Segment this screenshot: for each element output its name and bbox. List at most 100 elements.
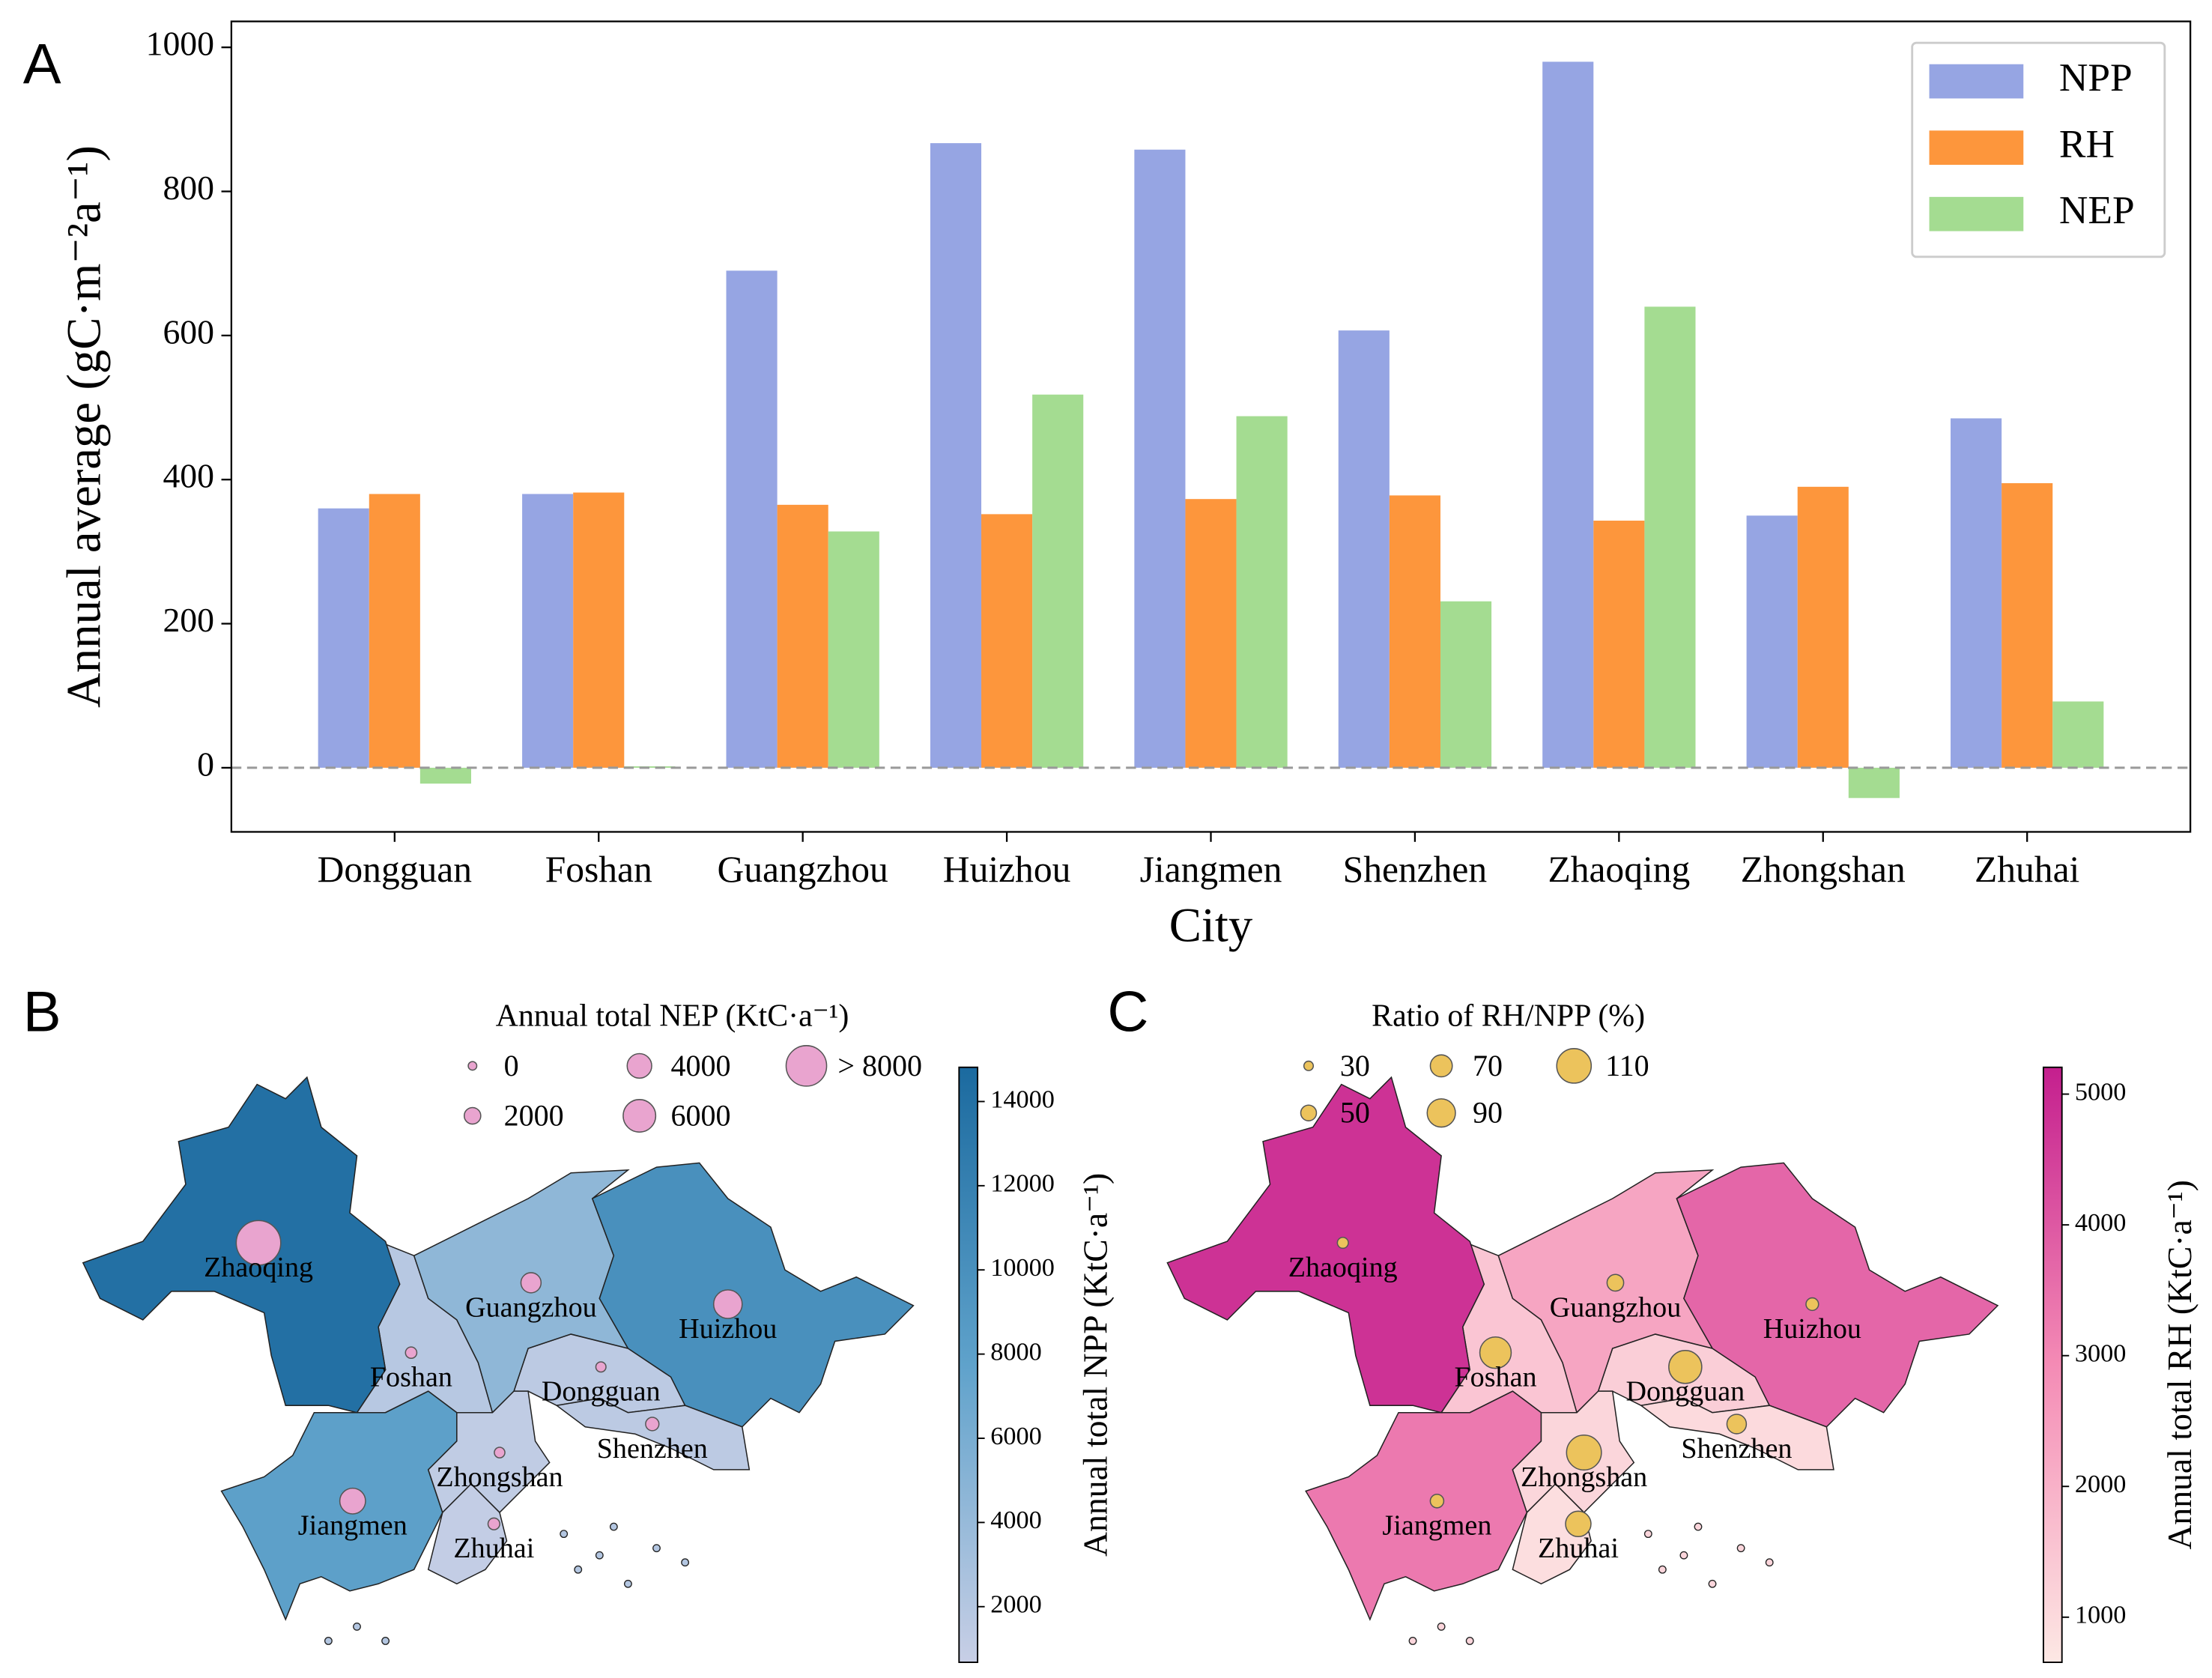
city-label: Foshan (1454, 1362, 1536, 1393)
bar (1236, 416, 1288, 768)
x-tick-label: Huizhou (943, 849, 1071, 890)
island (1437, 1622, 1446, 1631)
colorbar-tick-label: 5000 (2075, 1077, 2127, 1106)
legend-swatch (1929, 196, 2024, 231)
bar (1951, 418, 2002, 768)
bar (1185, 499, 1237, 768)
colorbar-tick-label: 6000 (990, 1422, 1042, 1450)
region (555, 1397, 751, 1470)
city-label: Zhaoqing (1288, 1252, 1398, 1283)
bar (930, 143, 982, 768)
x-tick-label: Foshan (545, 849, 652, 890)
bar (369, 494, 420, 768)
x-tick-label: Shenzhen (1343, 849, 1488, 890)
colorbar-tick-label: 10000 (990, 1253, 1055, 1282)
city-label: Jiangmen (1382, 1510, 1491, 1542)
size-legend-title: Annual total NEP (KtC·a⁻¹) (496, 999, 849, 1034)
bar (828, 531, 879, 768)
bubble (1429, 1494, 1445, 1509)
size-legend-marker (1429, 1054, 1453, 1078)
island (595, 1551, 604, 1560)
island (1708, 1579, 1717, 1588)
colorbar (2042, 1066, 2063, 1663)
legend-swatch (1929, 64, 2024, 99)
bar (981, 514, 1033, 768)
island (1765, 1558, 1774, 1567)
colorbar-label: Annual total RH (KtC·a⁻¹) (2160, 1180, 2199, 1550)
x-tick-label: Dongguan (318, 849, 473, 890)
bar (726, 270, 778, 768)
map-panel: B Dongguan Foshan Guangzhou Huizhou Jiangmen S… (23, 980, 1114, 1663)
y-axis-label: Annual average (gC·m⁻²a⁻¹) (57, 145, 111, 708)
bar (1797, 486, 1849, 768)
size-legend-label: 90 (1473, 1096, 1503, 1130)
bubble (339, 1487, 366, 1515)
region (427, 1390, 551, 1514)
bar (1542, 61, 1594, 768)
region (1512, 1482, 1592, 1585)
y-tick-label: 0 (197, 745, 214, 783)
bubble (235, 1220, 282, 1266)
bubble (645, 1417, 660, 1432)
island (1643, 1530, 1652, 1539)
city-label: Zhongshan (436, 1462, 563, 1493)
island (1465, 1637, 1474, 1645)
bar (318, 508, 369, 768)
panel-label: B (23, 980, 61, 1044)
bar (1134, 149, 1186, 768)
size-legend-label: 6000 (671, 1099, 731, 1133)
size-legend-marker (1303, 1060, 1315, 1071)
bubble (404, 1346, 418, 1360)
bar (1440, 601, 1492, 768)
bubble (1336, 1236, 1349, 1250)
island (560, 1530, 569, 1539)
bar (1848, 767, 1900, 799)
island (324, 1637, 333, 1645)
bubble (487, 1517, 500, 1530)
colorbar-tick-label: 8000 (990, 1337, 1042, 1366)
bar (1593, 521, 1645, 768)
city-label: Guangzhou (465, 1291, 597, 1323)
colorbar-tick-label: 2000 (2075, 1470, 2127, 1498)
bubble (1668, 1350, 1703, 1384)
city-label: Zhongshan (1521, 1462, 1647, 1493)
legend-label: NPP (2059, 55, 2133, 100)
size-legend-label: 30 (1340, 1049, 1370, 1082)
y-tick-label: 600 (163, 312, 214, 351)
city-label: Guangzhou (1550, 1291, 1682, 1323)
legend-label: RH (2059, 121, 2115, 166)
island (1694, 1522, 1703, 1531)
island (353, 1622, 361, 1631)
island (609, 1522, 618, 1531)
region (427, 1482, 508, 1585)
x-tick-label: Zhongshan (1741, 849, 1906, 890)
map-panel: C Dongguan Foshan Guangzhou Huizhou Jiangmen S… (1107, 980, 2199, 1663)
island (1679, 1551, 1688, 1560)
city-label: Shenzhen (597, 1433, 708, 1465)
bar (624, 766, 676, 768)
bar (777, 504, 828, 768)
bar (1746, 515, 1798, 768)
city-label: Foshan (370, 1362, 452, 1393)
y-tick-label: 400 (163, 457, 214, 495)
colorbar-tick-label: 12000 (990, 1169, 1055, 1198)
colorbar-tick-label: 4000 (2075, 1208, 2127, 1237)
island (574, 1565, 583, 1574)
bar (419, 767, 471, 784)
x-tick-label: Jiangmen (1140, 849, 1282, 890)
legend-label: NEP (2059, 187, 2135, 232)
island (681, 1558, 690, 1567)
colorbar-label: Annual total NPP (KtC·a⁻¹) (1076, 1173, 1114, 1557)
size-legend-label: 50 (1340, 1096, 1370, 1130)
size-legend-label: 4000 (671, 1049, 731, 1082)
legend-swatch (1929, 130, 2024, 165)
bubble (1479, 1336, 1512, 1369)
city-label: Huizhou (679, 1313, 777, 1345)
colorbar-tick-label: 2000 (990, 1590, 1042, 1619)
city-label: Zhaoqing (204, 1252, 313, 1283)
bubble (1606, 1273, 1625, 1292)
bubble (595, 1361, 607, 1373)
city-label: Jiangmen (298, 1510, 407, 1542)
y-tick-label: 800 (163, 169, 214, 207)
